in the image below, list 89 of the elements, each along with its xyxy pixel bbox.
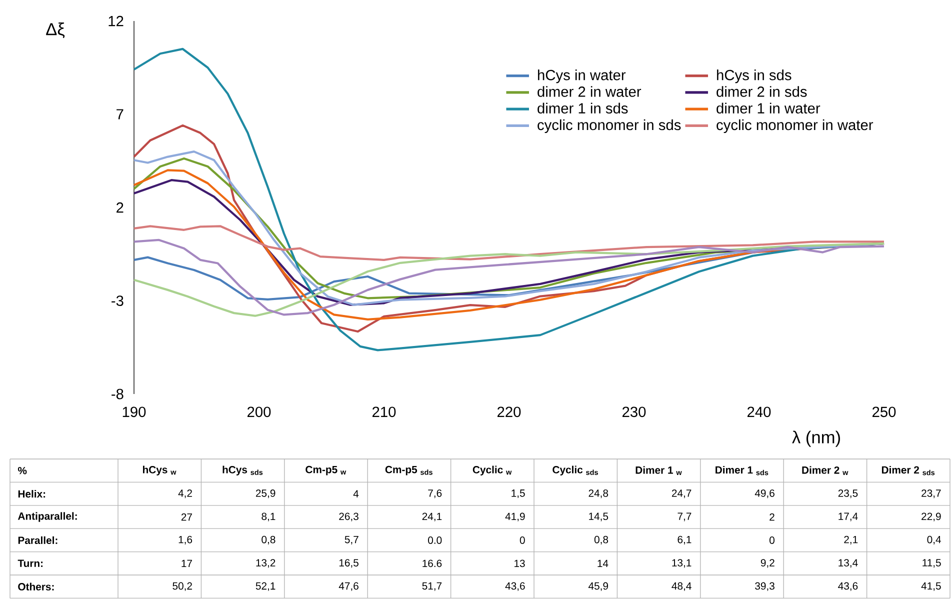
text: 43,6	[838, 582, 858, 591]
x-tick-label: 240	[748, 406, 771, 418]
text: 8,1	[262, 512, 276, 522]
text: 26,3	[339, 512, 358, 522]
category-label: Others:	[18, 582, 54, 590]
text: 13,4	[838, 559, 858, 568]
text: 24,1	[422, 512, 442, 522]
text: 0	[770, 536, 774, 544]
text: 41,5	[921, 582, 941, 591]
x-tick-label: 200	[248, 406, 271, 418]
x-tick-label: 250	[872, 406, 896, 418]
text: 16,5	[339, 559, 358, 568]
legend-label: cyclic monomer in sds	[538, 119, 681, 134]
text: 0.0	[428, 536, 442, 544]
text: 1,6	[178, 536, 192, 545]
legend-label: dimer 1 in water	[716, 102, 820, 114]
category-label: Cyclic $_{sds}$	[552, 466, 598, 476]
text: 6,1	[678, 536, 692, 545]
text: 23,7	[922, 490, 941, 498]
text: 23,5	[838, 490, 858, 498]
y-axis-title: Δξ	[46, 22, 65, 38]
text: 0	[520, 536, 525, 544]
text: 45,9	[588, 582, 608, 591]
text: 41,9	[505, 512, 525, 522]
text: 13,1	[672, 559, 692, 568]
y-tick-label: 7	[116, 109, 124, 120]
text: 1,5	[512, 490, 525, 498]
category-label: Dimer 2 $_{sds}$	[882, 466, 935, 476]
text: %	[18, 466, 27, 474]
category-label: Helix:	[18, 490, 46, 498]
text: 7,7	[678, 512, 692, 522]
x-axis-title: λ (nm)	[792, 430, 840, 447]
text: 0,8	[594, 536, 608, 545]
text: 17,4	[838, 512, 858, 522]
category-label: Cyclic $_{w}$	[472, 466, 512, 476]
y-tick-label: -8	[112, 388, 124, 400]
text: 50,2	[172, 582, 192, 591]
text: 9,2	[760, 559, 774, 568]
category-label: Dimer 2 $_{w}$	[802, 466, 848, 476]
line-series	[132, 225, 886, 261]
category-label: Turn:	[18, 560, 43, 568]
text: 14	[598, 560, 608, 567]
text: 13	[514, 560, 525, 568]
text: 2	[770, 513, 774, 521]
category-label: hCys $_{w}$	[143, 466, 176, 476]
text: 24,8	[588, 490, 608, 498]
text: 25,9	[256, 490, 276, 498]
text: 0,8	[262, 536, 276, 545]
text: 5,7	[344, 536, 358, 544]
legend-label: dimer 2 in water	[538, 86, 642, 97]
legend-label: dimer 1 in sds	[538, 102, 628, 114]
text: 17	[182, 560, 192, 567]
x-tick-label: 210	[372, 406, 396, 418]
legend-label: dimer 2 in sds	[716, 86, 807, 97]
text: 0,4	[927, 536, 941, 545]
legend-label: cyclic monomer in water	[716, 119, 874, 134]
text: 43,6	[505, 582, 525, 591]
y-tick-label: -3	[112, 296, 124, 306]
text: 48,4	[672, 582, 692, 591]
text: 4,2	[178, 490, 192, 498]
text: 13,2	[256, 559, 276, 568]
legend-label: hCys in sds	[717, 70, 792, 84]
text: 16.6	[422, 560, 442, 568]
text: 14,5	[589, 512, 608, 522]
y-tick-label: 12	[108, 16, 124, 26]
text: 22,9	[922, 512, 941, 522]
text: 51,7	[422, 582, 442, 591]
category-label: Parallel:	[18, 536, 58, 544]
y-tick-label: 2	[116, 202, 124, 213]
x-tick-label: 190	[122, 406, 146, 418]
category-label: hCys $_{sds}$	[222, 466, 263, 476]
text: 4	[353, 490, 359, 498]
text: 52,1	[256, 582, 276, 591]
text: 24,7	[672, 490, 692, 498]
category-label: Dimer 1 $_{w}$	[636, 466, 682, 476]
text: 47,6	[338, 582, 358, 591]
x-tick-label: 230	[622, 406, 646, 418]
text: 27	[181, 513, 192, 521]
text: 39,3	[755, 582, 774, 591]
category-label: Cm-p5 $_{w}$	[306, 466, 346, 476]
category-label: Cm-p5 $_{sds}$	[385, 466, 432, 476]
text: 11,5	[922, 559, 941, 568]
category-label: Antiparallel:	[18, 512, 77, 522]
text: 49,6	[754, 490, 774, 498]
text: 2,1	[844, 536, 858, 545]
text: 7,6	[428, 490, 442, 498]
category-label: Dimer 1 $_{sds}$	[716, 466, 768, 476]
x-tick-label: 220	[498, 406, 521, 418]
legend-label: hCys in water	[538, 70, 626, 84]
